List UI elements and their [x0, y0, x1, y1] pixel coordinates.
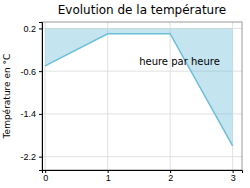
x-tick: 1 [106, 170, 111, 183]
y-tick-label: 0.2 [23, 24, 36, 34]
chart-svg: 0 1 2 3 0.2 -0.6 -1.4 -2.2 Evolution de la tempé… [0, 0, 250, 188]
y-tick-mark [39, 71, 42, 72]
grid [42, 22, 242, 170]
x-axis: 0 1 2 3 [43, 170, 243, 183]
y-tick-label: -0.6 [20, 67, 36, 77]
y-tick: -2.2 [20, 152, 42, 162]
y-tick: -1.4 [20, 109, 42, 119]
y-tick-mark [39, 157, 42, 158]
x-tick-label: 0 [43, 173, 48, 183]
x-tick-label: 2 [168, 173, 173, 183]
plot-frame [42, 22, 242, 170]
y-tick-mark [39, 114, 42, 115]
x-tick-label: 1 [106, 173, 111, 183]
grid-line-y [42, 156, 242, 157]
x-axis-line [43, 171, 243, 174]
x-tick: 2 [168, 170, 173, 183]
grid-line-x [170, 22, 171, 170]
title: Evolution de la température [58, 3, 227, 17]
y-tick-label: -2.2 [20, 152, 36, 162]
y-axis: 0.2 -0.6 -1.4 -2.2 [20, 23, 42, 171]
line [45, 34, 233, 146]
annotation: heure par heure [139, 56, 220, 67]
chart-container: 0 1 2 3 0.2 -0.6 -1.4 -2.2 Evolution de la tempé… [0, 0, 250, 188]
grid-line-y [42, 113, 242, 114]
x-tick: 3 [231, 170, 236, 183]
x-tick: 0 [43, 170, 48, 183]
y-tick-mark [39, 28, 42, 29]
y-tick-label: -1.4 [20, 109, 36, 119]
y-axis-line [39, 23, 43, 171]
x-tick-label: 3 [231, 173, 236, 183]
y-tick: 0.2 [23, 24, 42, 34]
area-fill [45, 28, 233, 146]
y-tick: -0.6 [20, 67, 42, 77]
plot-area [45, 28, 233, 146]
grid-line-x [107, 22, 108, 170]
y-axis-title: Température en °C [2, 54, 12, 140]
